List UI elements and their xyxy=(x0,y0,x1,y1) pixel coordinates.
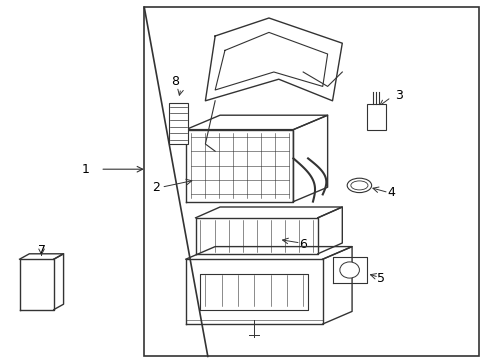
Bar xyxy=(144,7,478,356)
Text: 3: 3 xyxy=(394,89,402,102)
Text: 8: 8 xyxy=(171,75,179,87)
Text: 6: 6 xyxy=(299,238,306,251)
Text: 7: 7 xyxy=(38,244,45,257)
Text: 5: 5 xyxy=(377,273,385,285)
Ellipse shape xyxy=(346,178,371,193)
Bar xyxy=(366,104,386,130)
Text: 1: 1 xyxy=(81,163,89,176)
Text: 4: 4 xyxy=(386,186,394,199)
Ellipse shape xyxy=(339,262,359,278)
Bar xyxy=(168,103,188,144)
Text: 2: 2 xyxy=(152,181,160,194)
